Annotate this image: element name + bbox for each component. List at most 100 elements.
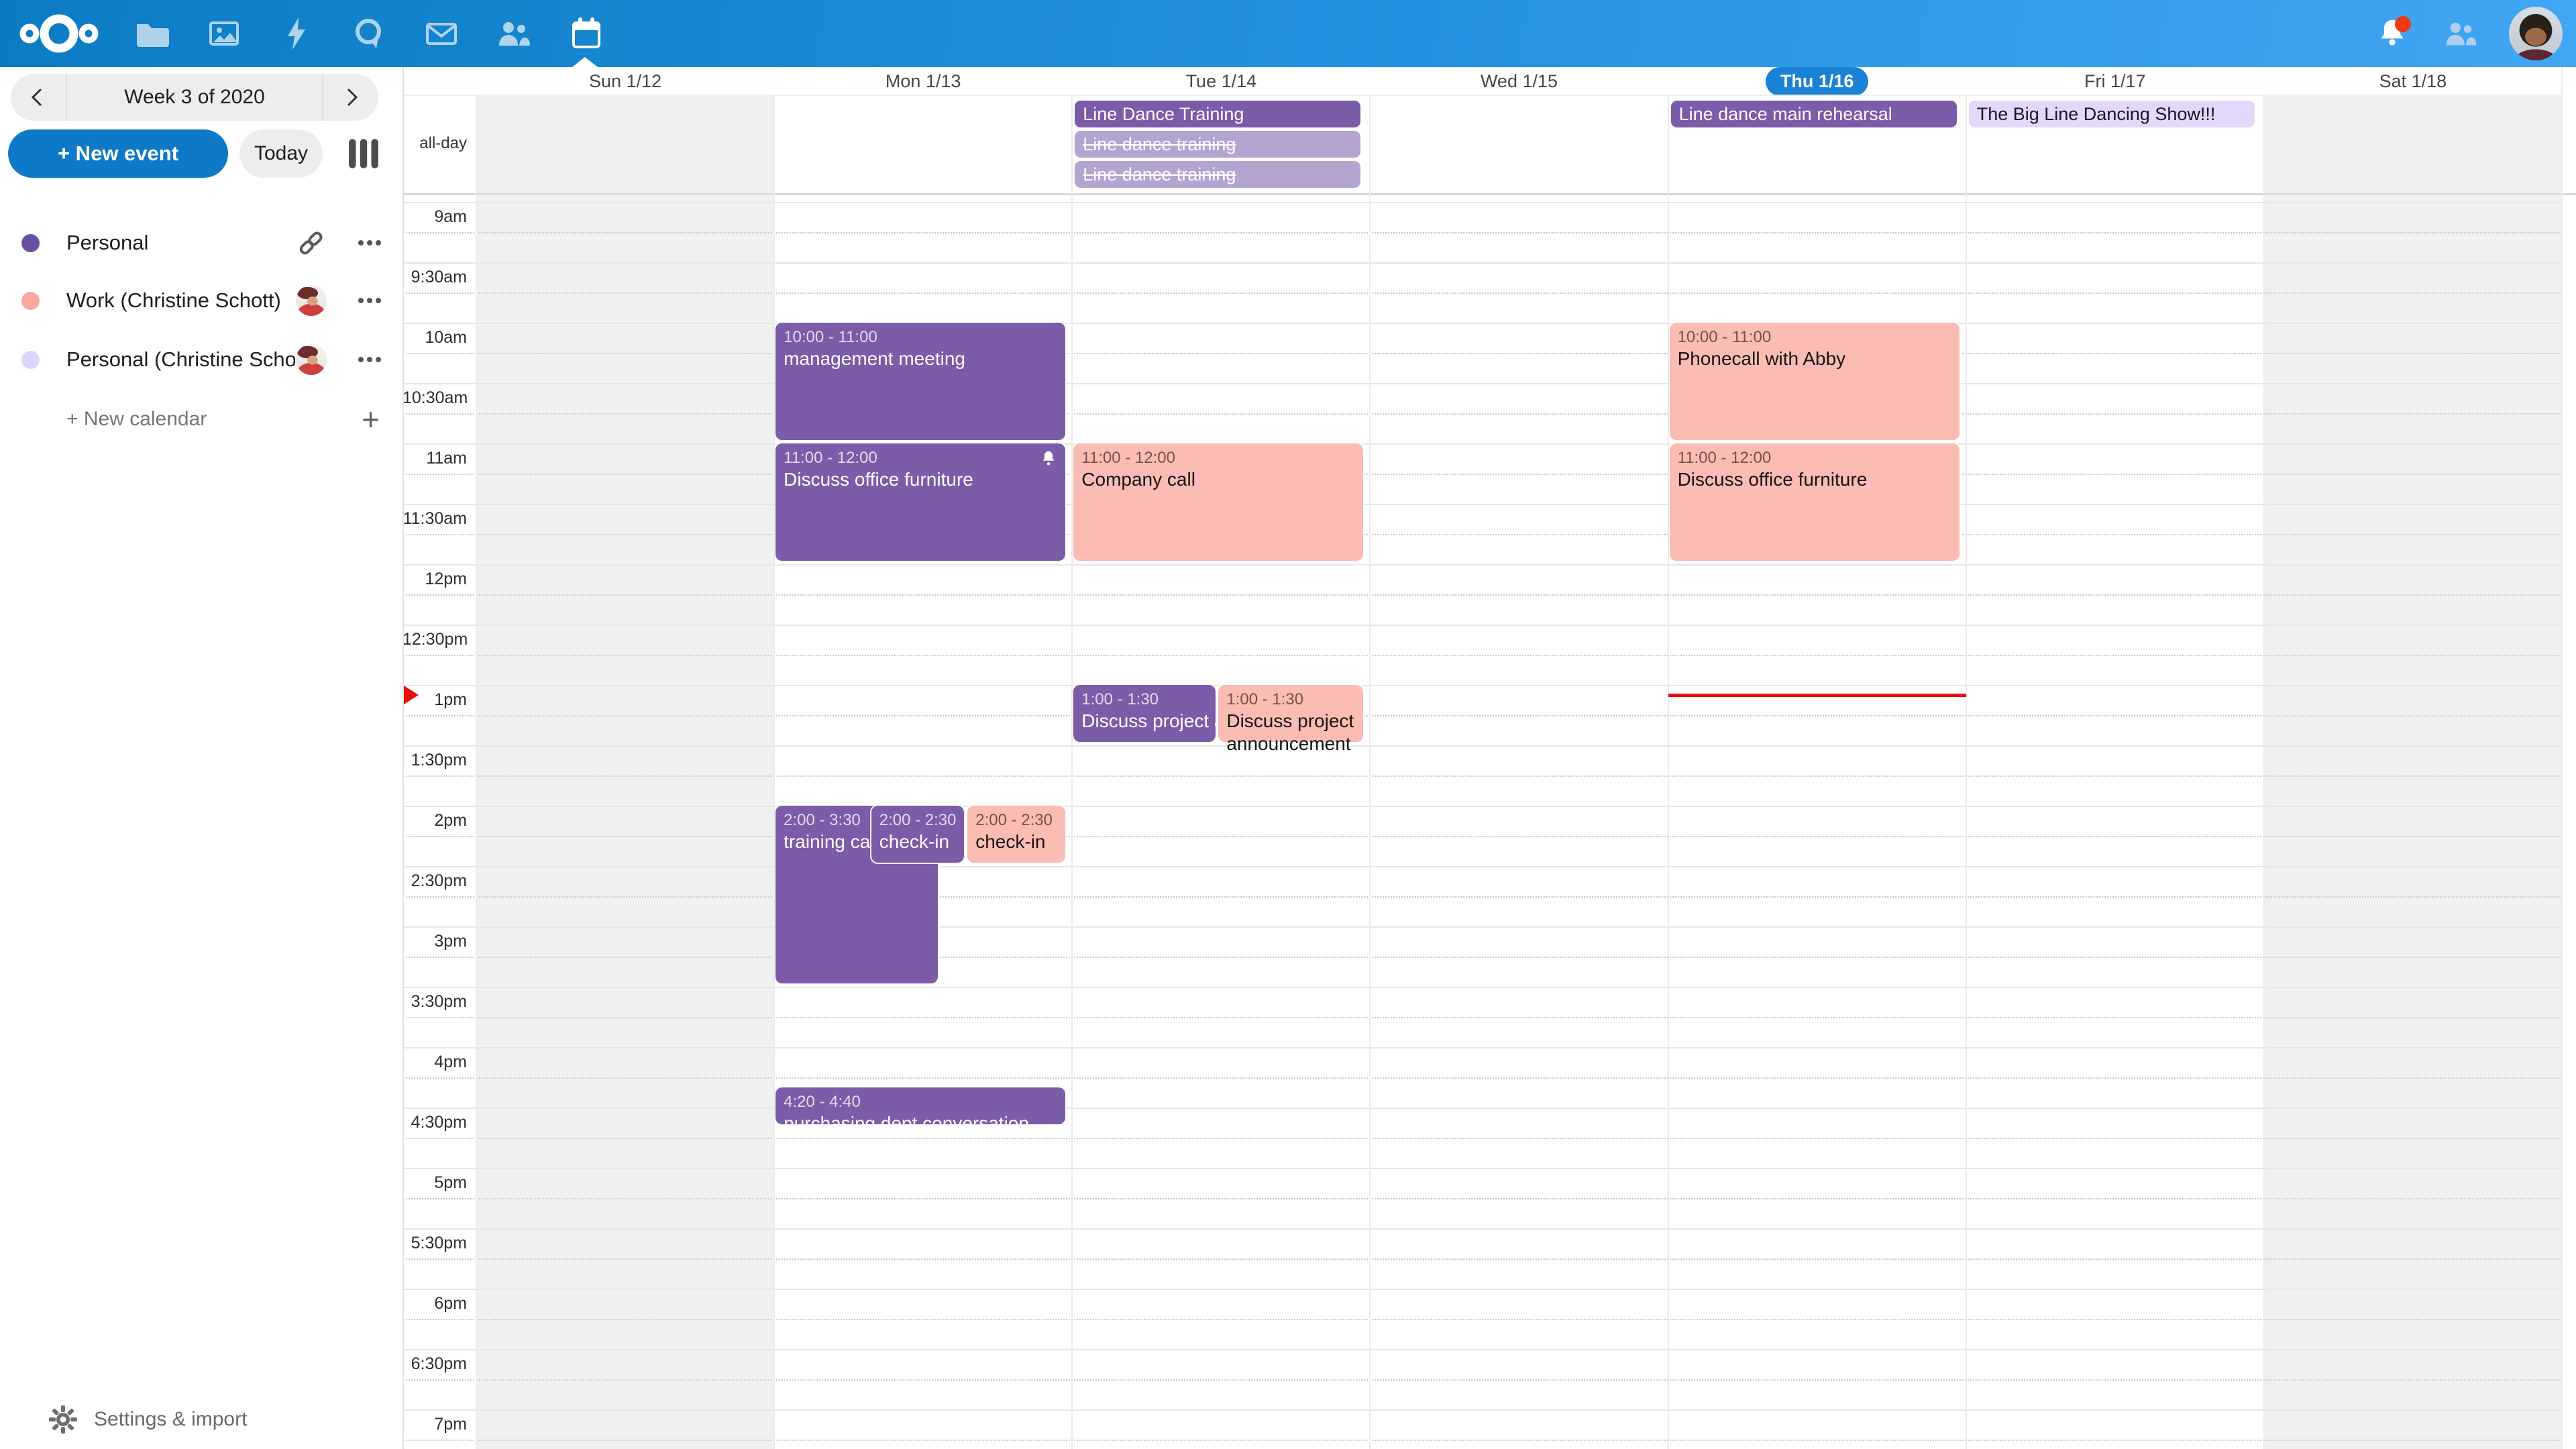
all-day-event-title: Line dance training	[1083, 164, 1236, 184]
calendar-event[interactable]: 11:00 - 12:00 Discuss office furniture	[775, 443, 1066, 561]
event-title: Discuss project announcement	[1081, 710, 1216, 731]
grid-line	[402, 1077, 2562, 1079]
event-title: Discuss office furniture	[784, 469, 973, 490]
calendar-menu-icon[interactable]	[356, 229, 384, 257]
time-label: 9am	[434, 207, 467, 226]
time-label: 3:30pm	[411, 992, 467, 1011]
calendar-item-personal-christine[interactable]: Personal (Christine Scho...	[0, 335, 402, 384]
grid-line	[402, 1047, 2562, 1049]
week-navigation: Week 3 of 2020	[11, 74, 378, 121]
new-event-button[interactable]: + New event	[8, 129, 228, 178]
time-label: 12pm	[425, 570, 467, 588]
calendar-item-label: Personal	[66, 231, 149, 254]
event-time: 4:20 - 4:40	[784, 1093, 861, 1111]
all-day-event[interactable]: The Big Line Dancing Show!!!	[1968, 101, 2255, 127]
calendar-event[interactable]: 2:00 - 2:30 check-in	[871, 806, 965, 863]
nextcloud-logo[interactable]	[19, 12, 99, 55]
day-header-sat[interactable]: Sat 1/18	[2379, 70, 2447, 91]
column-border	[773, 95, 775, 1449]
grid-line	[402, 1017, 2562, 1018]
grid-line	[402, 1168, 2562, 1169]
calendar-event[interactable]: 2:00 - 3:30 training call	[775, 806, 938, 983]
column-border	[1667, 95, 1669, 1449]
calendar-event[interactable]: 4:20 - 4:40 purchasing dept conversation	[775, 1087, 1066, 1124]
calendar-event[interactable]: 10:00 - 11:00 Phonecall with Abby	[1669, 323, 1960, 440]
grid-line	[402, 534, 2562, 535]
grid-line	[402, 262, 2562, 264]
talk-app-icon[interactable]	[333, 0, 405, 67]
new-calendar-row[interactable]: + New calendar +	[0, 395, 402, 443]
calendar-event[interactable]: 1:00 - 1:30 Discuss project announcement	[1073, 685, 1216, 742]
all-day-event[interactable]: Line dance training	[1075, 161, 1361, 188]
calendar-item-personal[interactable]: Personal	[0, 219, 402, 267]
today-pill: Thu 1/16	[1765, 66, 1869, 96]
time-label: 10:30am	[402, 388, 468, 407]
grid-line	[402, 775, 2562, 777]
day-header-thu[interactable]: Thu 1/16	[1668, 66, 1966, 96]
event-title: Discuss office furniture	[1677, 469, 1868, 490]
grid-line	[402, 232, 2562, 233]
view-switcher-button[interactable]	[339, 129, 388, 178]
calendar-color-dot	[21, 350, 40, 369]
calendar-event[interactable]: 11:00 - 12:00 Company call	[1073, 443, 1364, 561]
column-border	[1071, 95, 1073, 1449]
all-day-event[interactable]: Line dance main rehearsal	[1670, 101, 1957, 127]
day-header-mon[interactable]: Mon 1/13	[885, 70, 961, 91]
all-day-event[interactable]: Line dance training	[1075, 131, 1361, 158]
calendar-item-work-christine[interactable]: Work (Christine Schott)	[0, 276, 402, 325]
activity-app-icon[interactable]	[260, 0, 333, 67]
weekend-shading	[2263, 195, 2562, 1449]
share-link-icon[interactable]	[295, 227, 327, 259]
calendar-event[interactable]: 1:00 - 1:30 Discuss project announcement	[1218, 685, 1364, 754]
today-button[interactable]: Today	[239, 129, 323, 178]
column-border	[476, 95, 477, 1449]
user-avatar[interactable]	[2509, 7, 2563, 60]
settings-import[interactable]: Settings & import	[0, 1395, 402, 1444]
calendar-item-label: Work (Christine Schott)	[66, 288, 281, 312]
time-grid[interactable]: 9am 9:30am 10am 10:30am 11am 11:30am 12pm 12:30…	[402, 195, 2576, 1449]
header-divider	[402, 95, 2562, 96]
time-label: 12:30pm	[402, 630, 468, 649]
day-header-sun[interactable]: Sun 1/12	[589, 70, 662, 91]
grid-line	[402, 413, 2562, 415]
event-time: 11:00 - 12:00	[1081, 449, 1175, 467]
calendar-event[interactable]: 2:00 - 2:30 check-in	[967, 806, 1066, 863]
day-header-tue[interactable]: Tue 1/14	[1185, 70, 1257, 91]
notifications-button[interactable]	[2372, 13, 2412, 54]
files-app-icon[interactable]	[115, 0, 188, 67]
grid-line	[402, 1349, 2562, 1350]
grid-line	[402, 715, 2562, 716]
next-week-button[interactable]	[322, 74, 378, 121]
grid-line	[402, 443, 2562, 445]
calendar-menu-icon[interactable]	[356, 345, 384, 374]
event-title: Phonecall with Abby	[1677, 348, 1846, 369]
calendar-event[interactable]: 10:00 - 11:00 management meeting	[775, 323, 1066, 440]
day-header-wed[interactable]: Wed 1/15	[1480, 70, 1558, 91]
weekend-shading	[2263, 95, 2562, 193]
calendar-app-icon[interactable]	[550, 0, 623, 67]
event-time: 2:00 - 2:30	[879, 811, 957, 829]
contacts-menu-button[interactable]	[2440, 13, 2481, 54]
day-header-fri[interactable]: Fri 1/17	[2084, 70, 2146, 91]
all-day-event[interactable]: Line Dance Training	[1075, 101, 1361, 127]
grid-line	[402, 1379, 2562, 1381]
calendar-week-view: Sun 1/12 Mon 1/13 Tue 1/14 Wed 1/15 Thu 1/16…	[402, 66, 2576, 1449]
column-border	[1369, 95, 1371, 1449]
calendar-event[interactable]: 11:00 - 12:00 Discuss office furniture	[1669, 443, 1960, 561]
grid-line	[402, 625, 2562, 626]
contacts-app-icon[interactable]	[478, 0, 550, 67]
event-time: 2:00 - 2:30	[975, 811, 1053, 829]
previous-week-button[interactable]	[11, 74, 67, 121]
calendar-menu-icon[interactable]	[356, 286, 384, 315]
all-day-event-title: The Big Line Dancing Show!!!	[1976, 104, 2216, 124]
photos-app-icon[interactable]	[188, 0, 260, 67]
grid-line	[402, 866, 2562, 867]
column-border	[2263, 95, 2265, 1449]
time-label: 10am	[425, 328, 467, 347]
shared-by-avatar	[296, 344, 327, 375]
time-label: 6pm	[434, 1294, 467, 1313]
column-border	[1965, 95, 1967, 1449]
grid-line	[402, 745, 2562, 747]
top-bar	[0, 0, 2576, 67]
mail-app-icon[interactable]	[405, 0, 478, 67]
